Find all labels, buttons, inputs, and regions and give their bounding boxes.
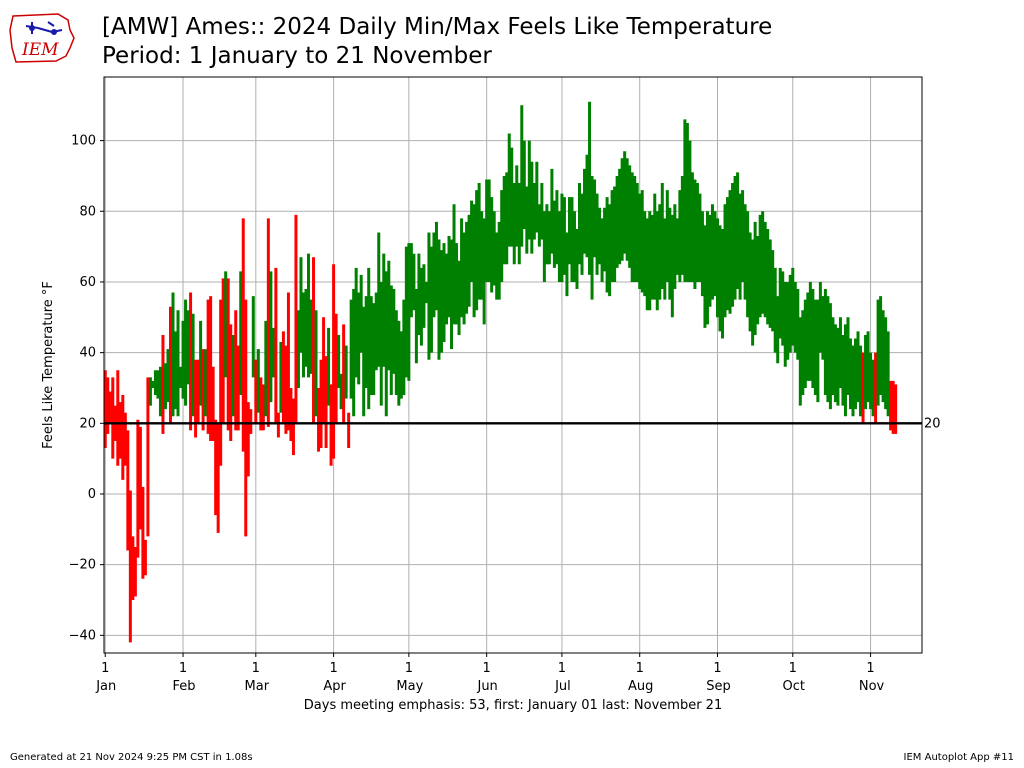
x-tick-month-label: Jan <box>95 679 116 694</box>
temperature-bars <box>103 101 898 643</box>
footer-generated: Generated at 21 Nov 2024 9:25 PM CST in … <box>10 752 253 763</box>
y-tick-label: 60 <box>79 275 96 290</box>
y-axis: −40 −20 0 20 40 60 80 100 <box>69 134 104 643</box>
x-tick-day-label: 1 <box>101 661 109 676</box>
x-tick-month-label: Jun <box>476 679 497 694</box>
x-axis-label: Days meeting emphasis: 53, first: Januar… <box>304 698 722 713</box>
x-tick-day-label: 1 <box>405 661 413 676</box>
x-tick-month-label: Feb <box>173 679 196 694</box>
threshold-label: 20 <box>924 416 941 431</box>
x-axis: 1 Jan 1 Feb 1 Mar 1 Apr 1 May 1 Jun 1 Jul 1 Aug 1 Sep 1 Oct… <box>95 653 885 694</box>
chart-title: [AMW] Ames:: 2024 Daily Min/Max Feels Li… <box>102 14 773 40</box>
x-tick-day-label: 1 <box>636 661 644 676</box>
x-tick-month-label: Nov <box>859 679 885 694</box>
y-tick-label: −40 <box>69 628 96 643</box>
x-tick-day-label: 1 <box>558 661 566 676</box>
x-tick-day-label: 1 <box>252 661 260 676</box>
x-tick-day-label: 1 <box>866 661 874 676</box>
y-tick-label: 0 <box>88 487 96 502</box>
plot-frame <box>103 76 923 654</box>
x-tick-month-label: Apr <box>323 679 346 694</box>
x-tick-day-label: 1 <box>483 661 491 676</box>
y-tick-label: 100 <box>71 134 96 149</box>
x-tick-day-label: 1 <box>179 661 187 676</box>
logo-text: IEM <box>21 40 59 60</box>
footer-app: IEM Autoplot App #11 <box>903 752 1014 763</box>
y-axis-label: Feels Like Temperature °F <box>41 281 56 449</box>
y-tick-label: 80 <box>79 204 96 219</box>
x-tick-day-label: 1 <box>329 661 337 676</box>
chart-subtitle: Period: 1 January to 21 November <box>102 43 492 69</box>
y-tick-label: −20 <box>69 558 96 573</box>
x-tick-month-label: Mar <box>245 679 270 694</box>
x-tick-day-label: 1 <box>713 661 721 676</box>
x-tick-month-label: May <box>396 679 423 694</box>
iem-logo: IEM <box>9 13 75 63</box>
y-tick-label: 40 <box>79 346 96 361</box>
x-tick-day-label: 1 <box>789 661 797 676</box>
y-tick-label: 20 <box>79 416 96 431</box>
x-tick-month-label: Oct <box>783 679 805 694</box>
x-tick-month-label: Jul <box>554 679 571 694</box>
x-tick-month-label: Aug <box>628 679 653 694</box>
x-tick-month-label: Sep <box>706 679 731 694</box>
